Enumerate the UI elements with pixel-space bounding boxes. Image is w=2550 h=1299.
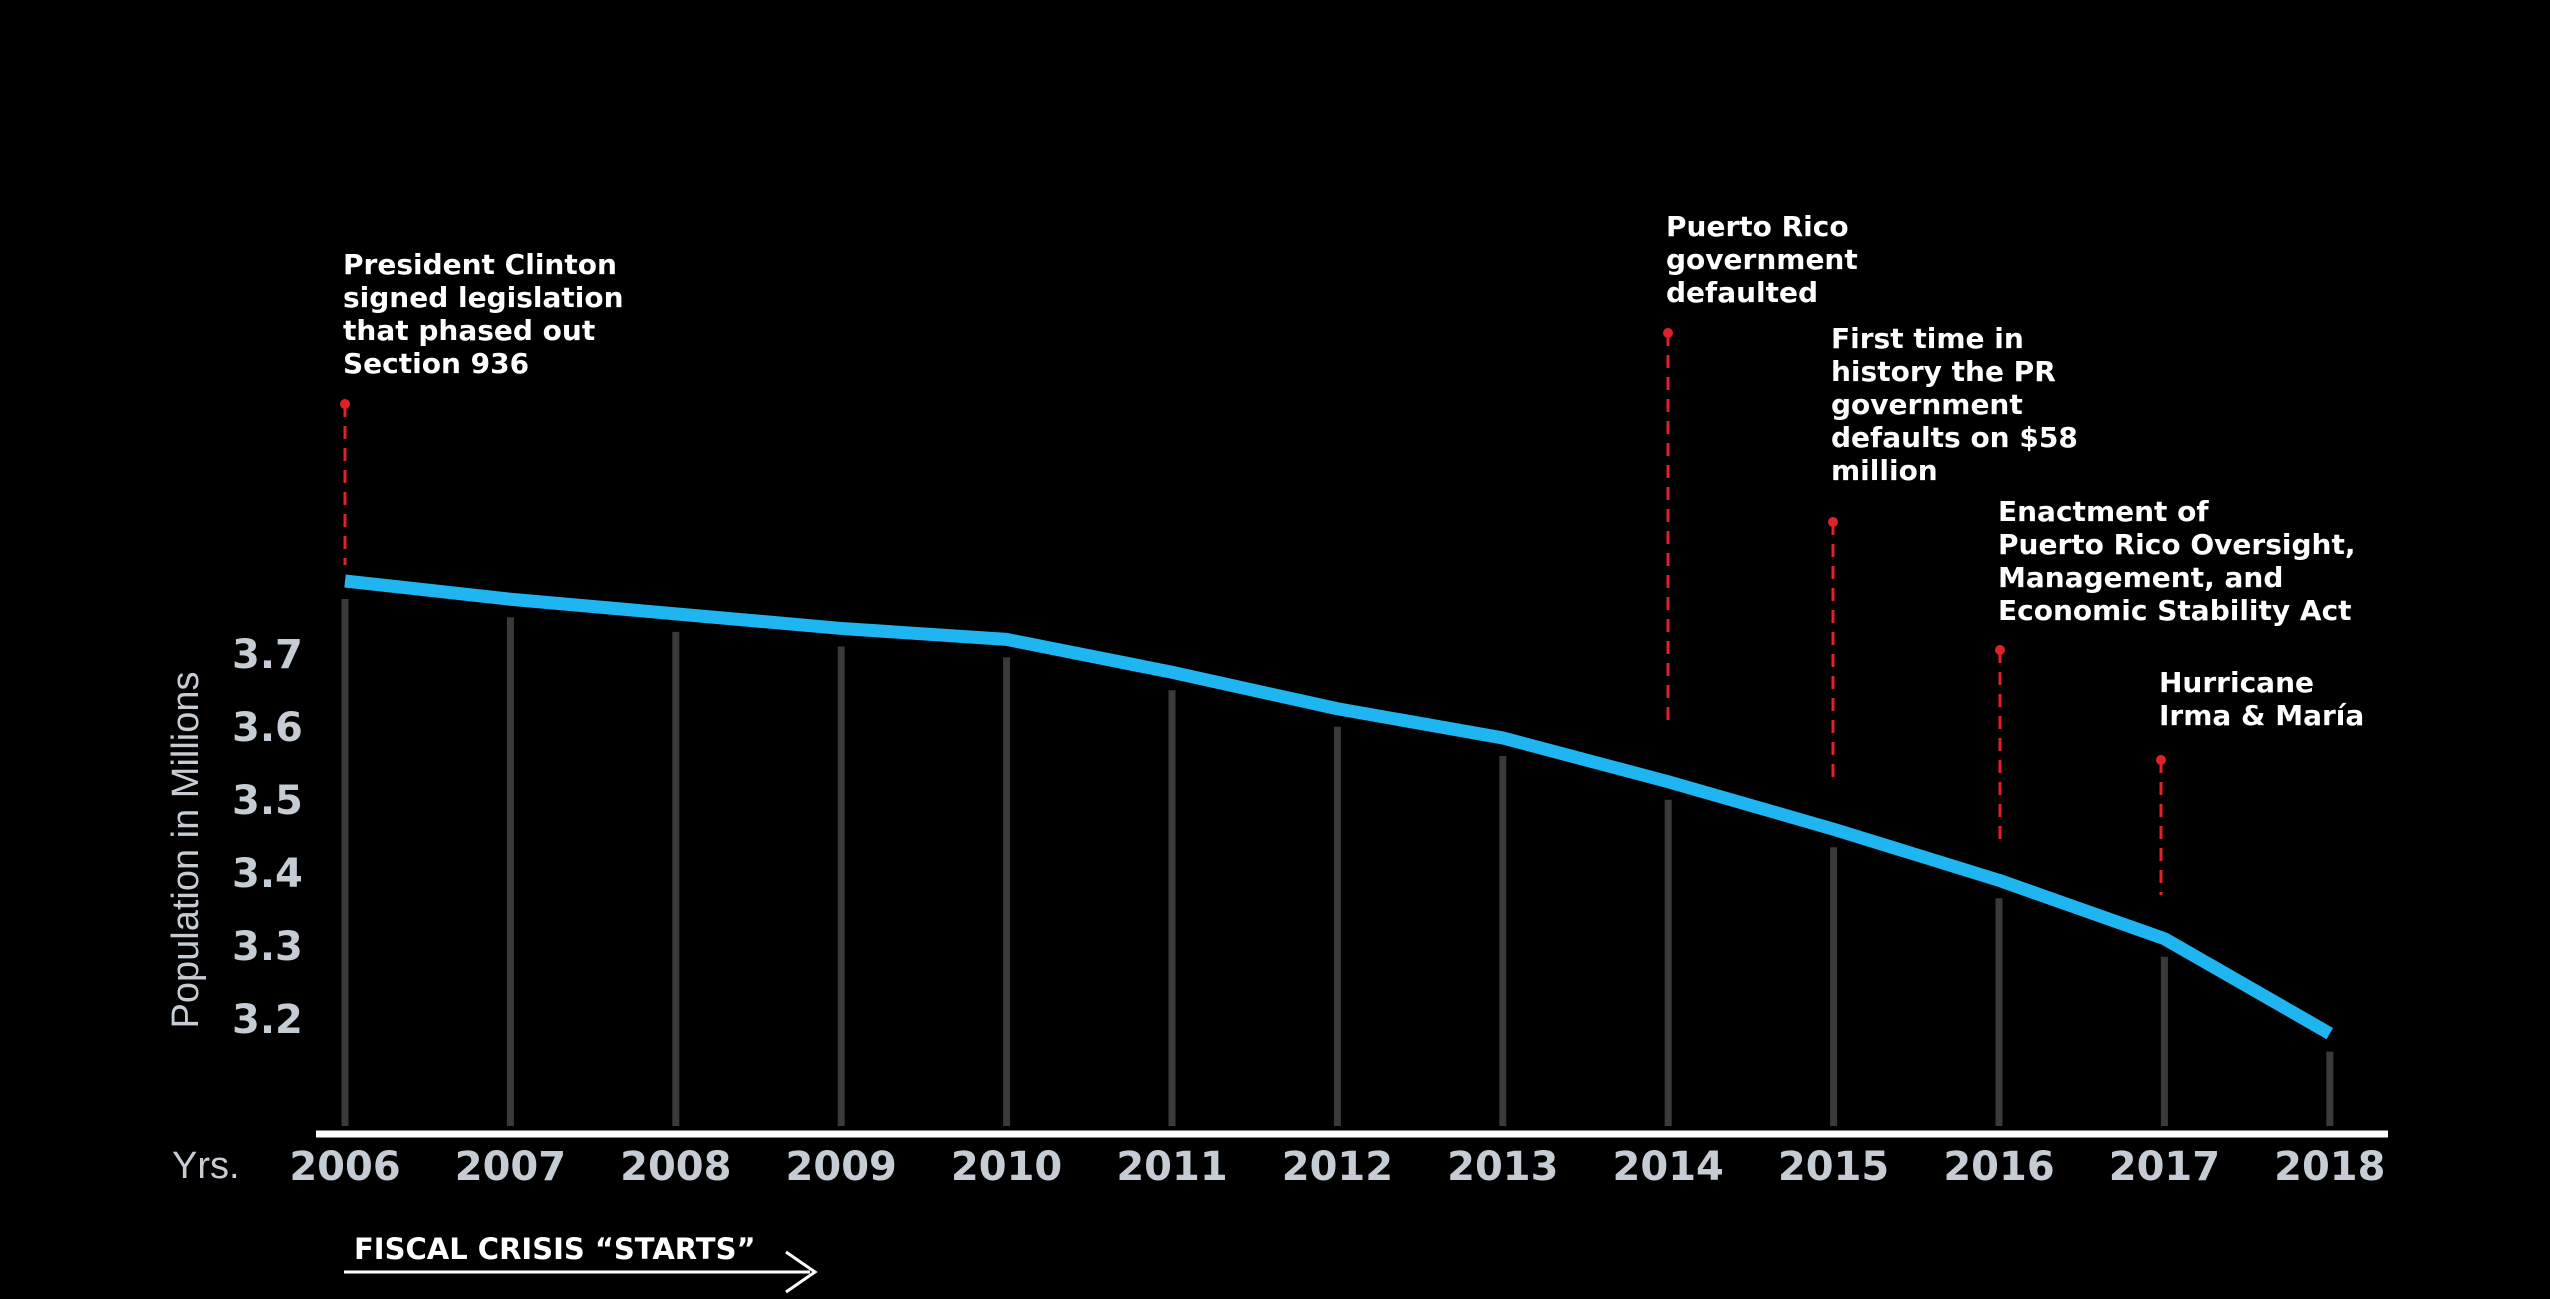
x-tick-label: 2012 xyxy=(1282,1144,1393,1190)
series-line-group xyxy=(344,574,2334,1040)
x-tick-label: 2018 xyxy=(2274,1144,2385,1190)
annotation-line: history the PR xyxy=(1831,355,2056,388)
annotation-text: President Clinton signed legislation that … xyxy=(343,248,624,380)
x-tick-label: 2010 xyxy=(951,1144,1062,1190)
annotation-line: government xyxy=(1666,243,1858,276)
annotation-line: Enactment of xyxy=(1998,495,2209,528)
annotation-markers xyxy=(340,328,2166,895)
y-tick-label: 3.3 xyxy=(232,924,303,970)
annotation-line: Economic Stability Act xyxy=(1998,594,2352,627)
annotation-marker-dot xyxy=(1995,645,2005,655)
annotation-text: Enactment of Puerto Rico Oversight, Manage… xyxy=(1998,495,2355,627)
annotation-marker-dot xyxy=(2156,755,2166,765)
annotation-marker-dot xyxy=(340,399,350,409)
annotation-line: defaults on $58 xyxy=(1831,421,2078,454)
y-tick-label: 3.7 xyxy=(232,632,303,678)
annotation-text: Hurricane Irma & María xyxy=(2159,666,2364,732)
x-tick-labels: 2006 2007 2008 2009 2010 2011 2012 2013 2014 2015… xyxy=(289,1144,2385,1190)
x-tick-label: 2015 xyxy=(1778,1144,1889,1190)
y-tick-label: 3.6 xyxy=(232,705,303,751)
annotation-line: Puerto Rico Oversight, xyxy=(1998,528,2355,561)
annotation-line: Section 936 xyxy=(343,347,529,380)
annotation-line: that phased out xyxy=(343,314,595,347)
annotation-line: President Clinton xyxy=(343,248,617,281)
x-tick-label: 2017 xyxy=(2109,1144,2220,1190)
annotation-line: Puerto Rico xyxy=(1666,210,1849,243)
annotation-line: First time in xyxy=(1831,322,2024,355)
annotation-line: defaulted xyxy=(1666,276,1818,309)
annotation-line: Hurricane xyxy=(2159,666,2314,699)
x-axis-label: Yrs. xyxy=(172,1145,240,1187)
annotation-marker-dot xyxy=(1828,517,1838,527)
annotation-marker-dot xyxy=(1663,328,1673,338)
annotation-line: signed legislation xyxy=(343,281,624,314)
series-line xyxy=(344,574,2334,1040)
x-tick-label: 2011 xyxy=(1116,1144,1227,1190)
x-tick-label: 2014 xyxy=(1613,1144,1724,1190)
y-tick-label: 3.4 xyxy=(232,851,303,897)
x-tick-label: 2009 xyxy=(786,1144,897,1190)
annotation-text: First time in history the PR government def… xyxy=(1831,322,2078,487)
x-tick-label: 2013 xyxy=(1447,1144,1558,1190)
year-bars xyxy=(341,599,2334,1126)
fiscal-crisis-label: FISCAL CRISIS “STARTS” xyxy=(354,1232,756,1266)
annotation-line: Irma & María xyxy=(2159,699,2364,732)
x-tick-label: 2016 xyxy=(1943,1144,2054,1190)
annotation-line: million xyxy=(1831,454,1938,487)
y-tick-labels: 3.7 3.6 3.5 3.4 3.3 3.2 xyxy=(232,632,303,1043)
y-tick-label: 3.2 xyxy=(232,997,303,1043)
x-tick-label: 2008 xyxy=(620,1144,731,1190)
annotation-line: Management, and xyxy=(1998,561,2283,594)
x-tick-label: 2007 xyxy=(455,1144,566,1190)
annotation-line: government xyxy=(1831,388,2023,421)
y-tick-label: 3.5 xyxy=(232,778,303,824)
y-axis-label: Population in Millions xyxy=(165,672,207,1029)
annotation-text: Puerto Rico government defaulted xyxy=(1666,210,1858,309)
fiscal-crisis-arrow xyxy=(344,1250,818,1294)
annotation-texts: President Clinton signed legislation that … xyxy=(343,210,2364,732)
x-tick-label: 2006 xyxy=(289,1144,400,1190)
